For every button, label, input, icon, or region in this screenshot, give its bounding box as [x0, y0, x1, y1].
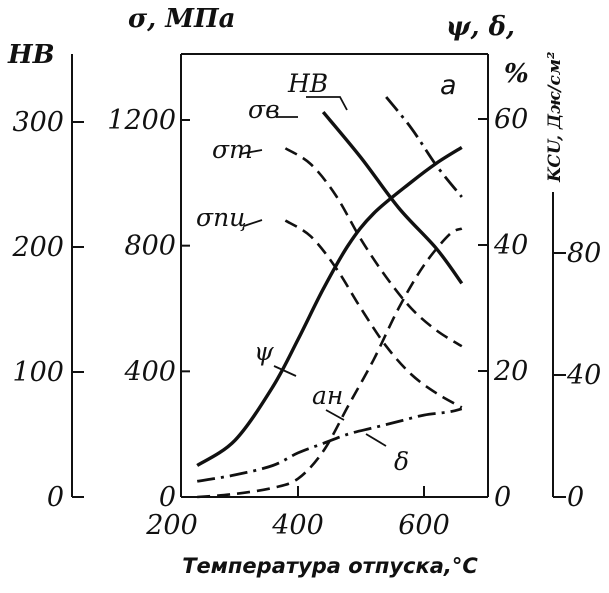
series-label-an-leader	[325, 409, 345, 421]
series-line-sigma-v	[321, 111, 464, 285]
panel-label: а	[440, 70, 457, 101]
series-label-delta: δ	[365, 433, 409, 476]
series-label-hb: HB	[287, 69, 348, 111]
x-tick-label: 600	[398, 510, 450, 541]
series-label-psi-leader	[273, 365, 297, 377]
series-label-delta-text: δ	[394, 447, 409, 476]
kcu-tick-label: 40	[566, 360, 601, 391]
series-label-sigma-v: σв	[248, 95, 298, 124]
hb-tick-label: 300	[12, 107, 64, 138]
series-label-psi-text: ψ	[254, 337, 274, 366]
stress-axis: σ, МПа 0 400 800 1200	[107, 4, 235, 513]
stress-tick-label: 800	[124, 231, 176, 262]
stress-axis-ticks: 0 400 800 1200	[107, 105, 190, 513]
series-label-sigma-pts-leader	[243, 219, 263, 227]
percent-axis: ψ, δ, % 0 20 40 60	[446, 12, 529, 513]
percent-axis-unit: %	[504, 59, 529, 89]
hb-axis-ticks: 0 100 200 300	[11, 107, 84, 513]
series-label-sigma-t: σт	[212, 135, 263, 164]
stress-tick-label: 400	[123, 356, 176, 387]
kcu-axis-label: KCU, Дж/см²	[545, 52, 565, 183]
series-label-sigma-pts-text: σпц	[196, 203, 247, 232]
series-line-an	[197, 227, 463, 499]
series-label-sigma-v-text: σв	[248, 95, 280, 124]
hb-axis: HB 0 100 200 300	[7, 40, 84, 513]
x-tick-label: 400	[271, 510, 324, 541]
series-label-hb-text: HB	[287, 69, 328, 98]
stress-tick-label: 1200	[107, 105, 176, 136]
percent-tick-label: 0	[494, 482, 511, 513]
hb-tick-label: 200	[11, 232, 64, 263]
percent-tick-label: 60	[494, 104, 528, 135]
kcu-tick-label: 80	[567, 238, 601, 269]
stress-tick-label: 0	[159, 482, 176, 513]
series-line-sigma-pts	[284, 219, 463, 409]
series-line-hb	[385, 96, 463, 198]
series-label-an-text: aн	[312, 381, 343, 410]
series-label-hb-leader	[306, 96, 348, 111]
kcu-axis: KCU, Дж/см² 0 40 80	[545, 52, 601, 513]
series-line-delta	[196, 407, 463, 483]
percent-axis-label: ψ, δ,	[446, 12, 515, 42]
hb-tick-label: 100	[12, 357, 64, 388]
series-line-sigma-t	[284, 147, 463, 348]
hb-tick-label: 0	[47, 482, 64, 513]
plot-frame	[180, 53, 489, 498]
x-axis-title: Температура отпуска,°С	[182, 554, 478, 578]
curve-labels: HB σв σт σпц ψ δ aн	[196, 69, 409, 476]
percent-tick-label: 20	[493, 356, 528, 387]
percent-axis-ticks: 0 20 40 60	[478, 104, 528, 513]
series-label-sigma-t-text: σт	[212, 135, 253, 164]
kcu-axis-ticks: 0 40 80	[553, 238, 601, 513]
series-line-psi	[196, 145, 463, 467]
kcu-tick-label: 0	[567, 482, 584, 513]
series-label-sigma-t-leader	[239, 149, 263, 155]
percent-tick-label: 40	[493, 230, 528, 261]
series-label-an: aн	[312, 381, 345, 421]
series-label-sigma-pts: σпц	[196, 203, 263, 232]
hb-axis-label: HB	[7, 40, 55, 70]
x-tick-label: 200	[145, 510, 198, 541]
series-label-delta-leader	[365, 433, 387, 447]
curves	[196, 96, 464, 499]
x-axis-ticks: 200 400 600	[145, 486, 450, 541]
stress-axis-label: σ, МПа	[128, 4, 235, 34]
series-label-psi: ψ	[254, 337, 297, 377]
